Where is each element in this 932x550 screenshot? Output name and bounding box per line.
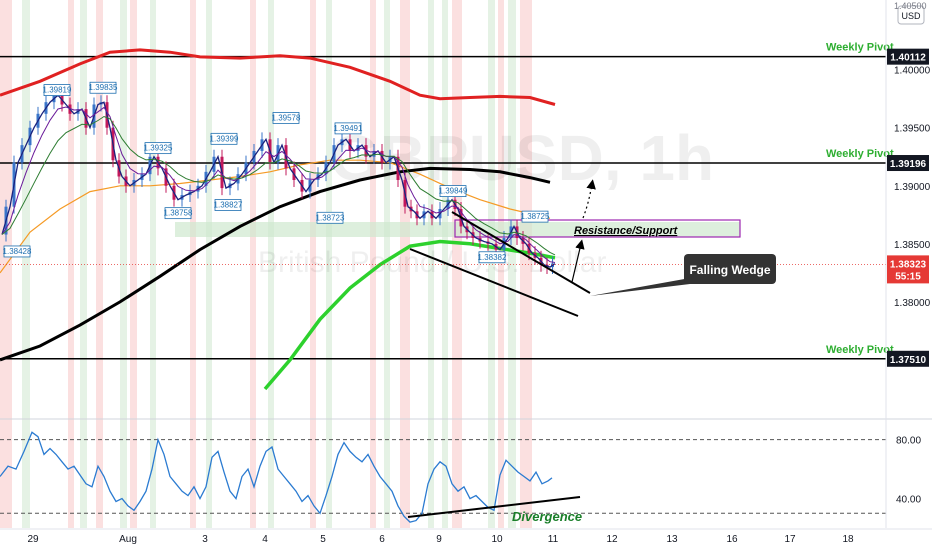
time-tick-label: 12 [606, 534, 618, 545]
price-marker-box [272, 112, 300, 124]
price-marker-box [3, 245, 31, 258]
pivot-price-badge [887, 155, 929, 172]
rsi-tick-label: 80.00 [896, 436, 921, 447]
ema-mid-line[interactable] [1, 115, 556, 256]
session-stripe [428, 0, 434, 528]
price-marker-text: 1.39491 [334, 124, 363, 133]
session-stripe [508, 0, 516, 528]
price-tick-label: 1.40000 [894, 66, 931, 77]
price-tick-label: 1.39500 [894, 124, 931, 135]
current-price-badge[interactable] [887, 255, 929, 284]
countdown-text: 55:15 [895, 271, 921, 282]
price-marker-box [478, 251, 506, 264]
current-price-text: 1.38323 [890, 259, 927, 270]
wedge-lower-line[interactable] [409, 248, 579, 317]
session-stripe [130, 0, 137, 528]
price-tick-label: 1.39000 [894, 182, 931, 193]
session-stripe [206, 0, 212, 528]
currency-badge[interactable] [897, 5, 925, 25]
price-marker-box [334, 122, 362, 135]
price-marker-text: 1.38723 [316, 213, 345, 222]
price-axis[interactable]: 1.40000 1.39500 1.39000 1.38500 1.38000 1.383… [885, 0, 931, 528]
price-marker-text: 1.39835 [89, 83, 118, 92]
price-line[interactable] [1, 94, 556, 268]
price-marker-box [316, 211, 344, 224]
price-axis-top-label: 1.40500 [894, 1, 927, 11]
watermark-symbol: GBPUSD, 1h [330, 122, 714, 194]
time-axis[interactable]: 29 Aug 3 4 5 6 9 10 11 12 13 16 17 18 [0, 528, 932, 545]
pivot-price-badge [887, 48, 929, 65]
pivot-price-text: 1.37510 [890, 355, 927, 366]
price-marker-box [144, 142, 172, 155]
time-tick-label: 13 [666, 534, 678, 545]
price-marker-text: 1.39578 [272, 113, 301, 122]
weekly-pivot-label: Weekly Pivot [826, 42, 894, 54]
callout-pointer [590, 278, 690, 296]
ema-fast-line[interactable] [1, 106, 556, 263]
price-marker-text: 1.39325 [144, 144, 173, 153]
time-tick-label: 4 [262, 534, 268, 545]
time-tick-label: 6 [379, 534, 385, 545]
price-marker-text: 1.38827 [214, 201, 243, 210]
pivot-price-text: 1.40112 [890, 53, 926, 64]
resistance-support-label: Resistance/Support [574, 225, 679, 237]
price-marker-box [439, 185, 467, 197]
price-marker-box [89, 81, 117, 94]
moving-average-red[interactable] [0, 48, 556, 106]
session-stripe [488, 0, 495, 528]
time-tick-label: 11 [548, 534, 559, 545]
price-marker-text: 1.39849 [439, 187, 468, 196]
moving-average-green[interactable] [263, 239, 556, 391]
falling-wedge-callout[interactable] [684, 254, 776, 284]
session-stripe [326, 0, 332, 528]
time-tick-label: 17 [784, 534, 796, 545]
resistance-support-box[interactable] [454, 219, 741, 238]
high-low-labels: 1.39819 1.39835 1.39325 1.39399 1.39578 1.394… [3, 81, 550, 264]
time-tick-label: 3 [202, 534, 208, 545]
time-tick-label: 29 [27, 534, 39, 545]
wedge-upper-line[interactable] [451, 211, 591, 294]
weekly-pivot-label: Weekly Pivot [826, 344, 894, 356]
price-marker-text: 1.39399 [210, 134, 239, 143]
moving-average-black[interactable] [0, 166, 551, 362]
time-tick-label: 18 [842, 534, 854, 545]
price-tick-label: 1.38000 [894, 298, 931, 309]
price-marker-box [43, 84, 71, 96]
time-tick-label: 16 [726, 534, 738, 545]
falling-wedge-label: Falling Wedge [689, 263, 770, 277]
price-marker-text: 1.38758 [164, 209, 193, 218]
session-stripe [22, 0, 30, 528]
time-tick-label: 10 [491, 534, 503, 545]
time-tick-label: 5 [320, 534, 326, 545]
resistance-support-zone[interactable] [175, 222, 740, 237]
price-marker-text: 1.39819 [43, 86, 72, 95]
rsi-line[interactable] [0, 431, 553, 523]
price-marker-text: 1.38428 [3, 247, 32, 256]
rsi-tick-label: 40.00 [896, 495, 921, 506]
time-tick-label: Aug [119, 534, 137, 545]
price-marker-box [521, 210, 549, 223]
price-marker-box [214, 199, 242, 211]
breakout-arrow [571, 239, 585, 283]
divergence-label: Divergence [512, 509, 582, 524]
session-stripe [80, 0, 87, 528]
pivot-price-text: 1.39196 [890, 159, 927, 170]
price-marker-box [210, 132, 238, 145]
price-marker-text: 1.38382 [478, 253, 507, 262]
session-stripe [68, 0, 74, 528]
price-marker-box [164, 207, 192, 220]
pivot-price-badge [887, 350, 929, 367]
currency-badge-text: USD [901, 11, 921, 21]
price-marker-text: 1.38725 [521, 212, 550, 221]
rsi-divergence-line[interactable] [407, 496, 581, 518]
time-tick-label: 9 [436, 534, 442, 545]
price-tick-label: 1.38500 [894, 240, 931, 251]
weekly-pivot-label: Weekly Pivot [826, 148, 894, 160]
